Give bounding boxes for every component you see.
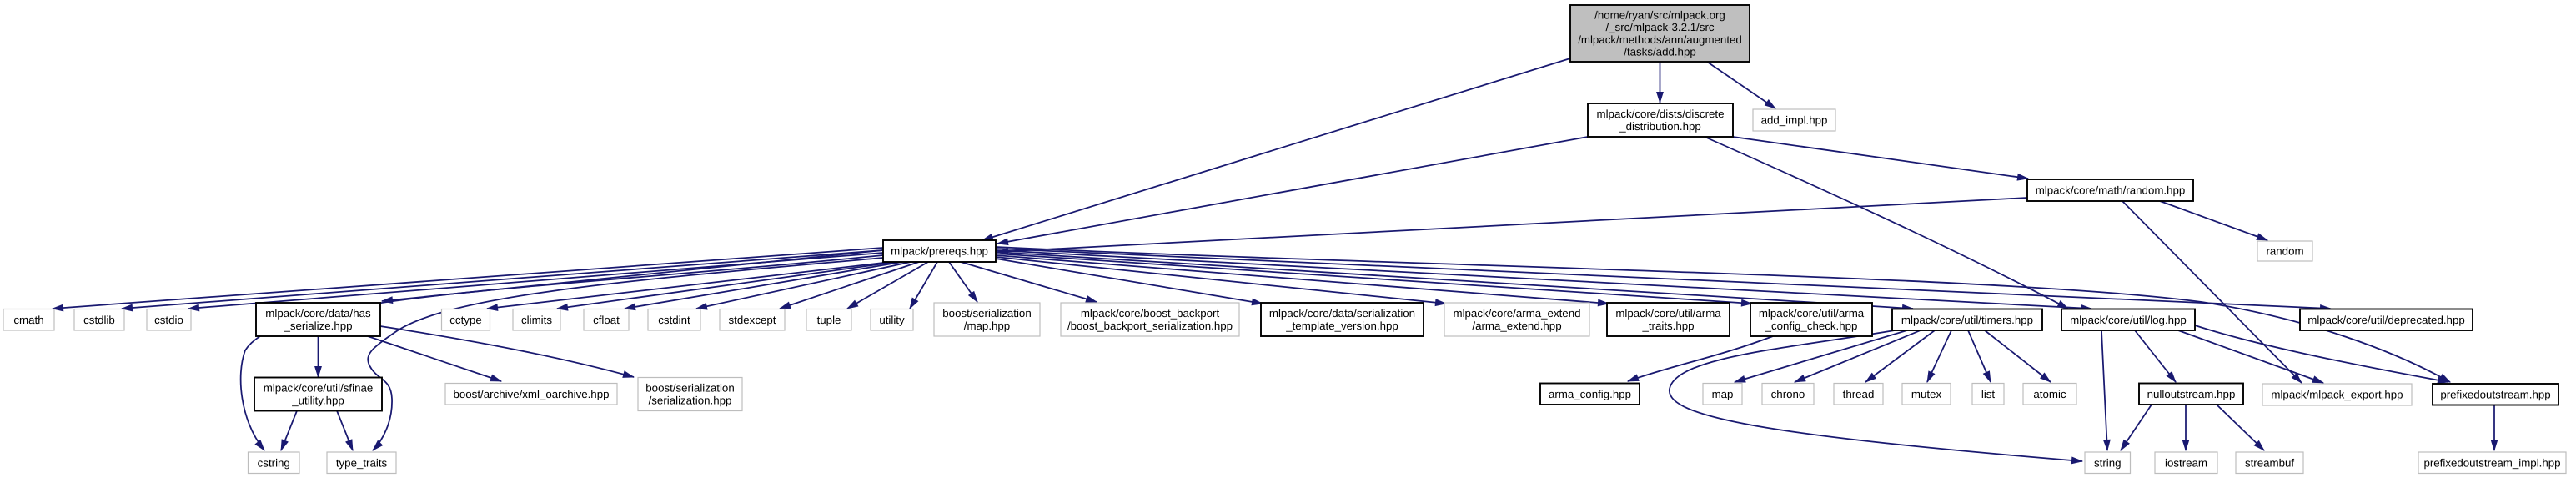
svg-text:utility: utility (879, 314, 905, 326)
svg-text:mlpack/core/arma_extend: mlpack/core/arma_extend (1454, 307, 1581, 320)
svg-text:_config_check.hpp: _config_check.hpp (1765, 320, 1858, 332)
svg-text:mlpack/core/util/sfinae: mlpack/core/util/sfinae (264, 382, 374, 395)
svg-text:map: map (1712, 388, 1734, 400)
svg-text:string: string (2094, 456, 2122, 469)
svg-text:/mlpack/methods/ann/augmented: /mlpack/methods/ann/augmented (1578, 33, 1742, 46)
svg-text:cstdio: cstdio (154, 314, 183, 326)
svg-text:cstring: cstring (258, 456, 290, 469)
svg-text:nulloutstream.hpp: nulloutstream.hpp (2147, 388, 2236, 400)
svg-text:_template_version.hpp: _template_version.hpp (1285, 320, 1398, 332)
svg-text:cstdlib: cstdlib (83, 314, 115, 326)
svg-text:random: random (2266, 245, 2303, 258)
svg-text:chrono: chrono (1771, 388, 1805, 400)
svg-text:cctype: cctype (449, 314, 481, 326)
svg-text:prefixedoutstream_impl.hpp: prefixedoutstream_impl.hpp (2423, 456, 2560, 469)
svg-text:mlpack/core/math/random.hpp: mlpack/core/math/random.hpp (2036, 184, 2186, 197)
svg-text:prefixedoutstream.hpp: prefixedoutstream.hpp (2440, 388, 2550, 400)
svg-text:/tasks/add.hpp: /tasks/add.hpp (1624, 45, 1696, 58)
svg-text:/_src/mlpack-3.2.1/src: /_src/mlpack-3.2.1/src (1605, 21, 1714, 33)
svg-text:boost/serialization: boost/serialization (645, 382, 734, 395)
svg-text:/boost_backport_serialization.: /boost_backport_serialization.hpp (1067, 320, 1233, 332)
svg-text:/home/ryan/src/mlpack.org: /home/ryan/src/mlpack.org (1594, 9, 1725, 22)
svg-text:_traits.hpp: _traits.hpp (1641, 320, 1694, 332)
svg-text:arma_config.hpp: arma_config.hpp (1549, 388, 1631, 400)
svg-text:add_impl.hpp: add_impl.hpp (1761, 114, 1828, 127)
svg-text:type_traits: type_traits (336, 456, 388, 469)
svg-text:/map.hpp: /map.hpp (964, 320, 1010, 332)
svg-text:cstdint: cstdint (658, 314, 690, 326)
svg-text:mlpack/core/dists/discrete: mlpack/core/dists/discrete (1597, 108, 1725, 120)
svg-text:mlpack/core/util/log.hpp: mlpack/core/util/log.hpp (2070, 314, 2187, 326)
svg-text:/serialization.hpp: /serialization.hpp (649, 394, 732, 406)
svg-text:_distribution.hpp: _distribution.hpp (1619, 120, 1701, 133)
svg-text:mlpack/core/boost_backport: mlpack/core/boost_backport (1081, 307, 1220, 320)
svg-text:streambuf: streambuf (2245, 456, 2294, 469)
svg-text:climits: climits (521, 314, 552, 326)
svg-text:thread: thread (1843, 388, 1875, 400)
svg-text:mlpack/prereqs.hpp: mlpack/prereqs.hpp (891, 245, 988, 258)
svg-text:mlpack/core/util/arma: mlpack/core/util/arma (1615, 307, 1721, 320)
svg-text:boost/archive/xml_oarchive.hpp: boost/archive/xml_oarchive.hpp (454, 388, 610, 400)
svg-text:mlpack/core/data/serialization: mlpack/core/data/serialization (1269, 307, 1415, 320)
svg-text:boost/serialization: boost/serialization (942, 307, 1031, 320)
svg-text:mutex: mutex (1911, 388, 1942, 400)
svg-text:cfloat: cfloat (593, 314, 620, 326)
svg-text:/arma_extend.hpp: /arma_extend.hpp (1472, 320, 1561, 332)
svg-text:mlpack/core/util/timers.hpp: mlpack/core/util/timers.hpp (1901, 314, 2033, 326)
svg-text:atomic: atomic (2033, 388, 2066, 400)
svg-text:mlpack/core/util/arma: mlpack/core/util/arma (1759, 307, 1865, 320)
svg-text:iostream: iostream (2165, 456, 2207, 469)
svg-text:tuple: tuple (817, 314, 841, 326)
svg-text:_utility.hpp: _utility.hpp (291, 394, 344, 406)
svg-text:_serialize.hpp: _serialize.hpp (283, 320, 352, 332)
svg-text:mlpack/mlpack_export.hpp: mlpack/mlpack_export.hpp (2271, 389, 2403, 401)
svg-text:mlpack/core/data/has: mlpack/core/data/has (265, 307, 371, 320)
svg-text:list: list (1981, 388, 1996, 400)
svg-text:cmath: cmath (13, 314, 43, 326)
svg-text:mlpack/core/util/deprecated.hp: mlpack/core/util/deprecated.hpp (2307, 314, 2464, 326)
svg-text:stdexcept: stdexcept (729, 314, 776, 326)
